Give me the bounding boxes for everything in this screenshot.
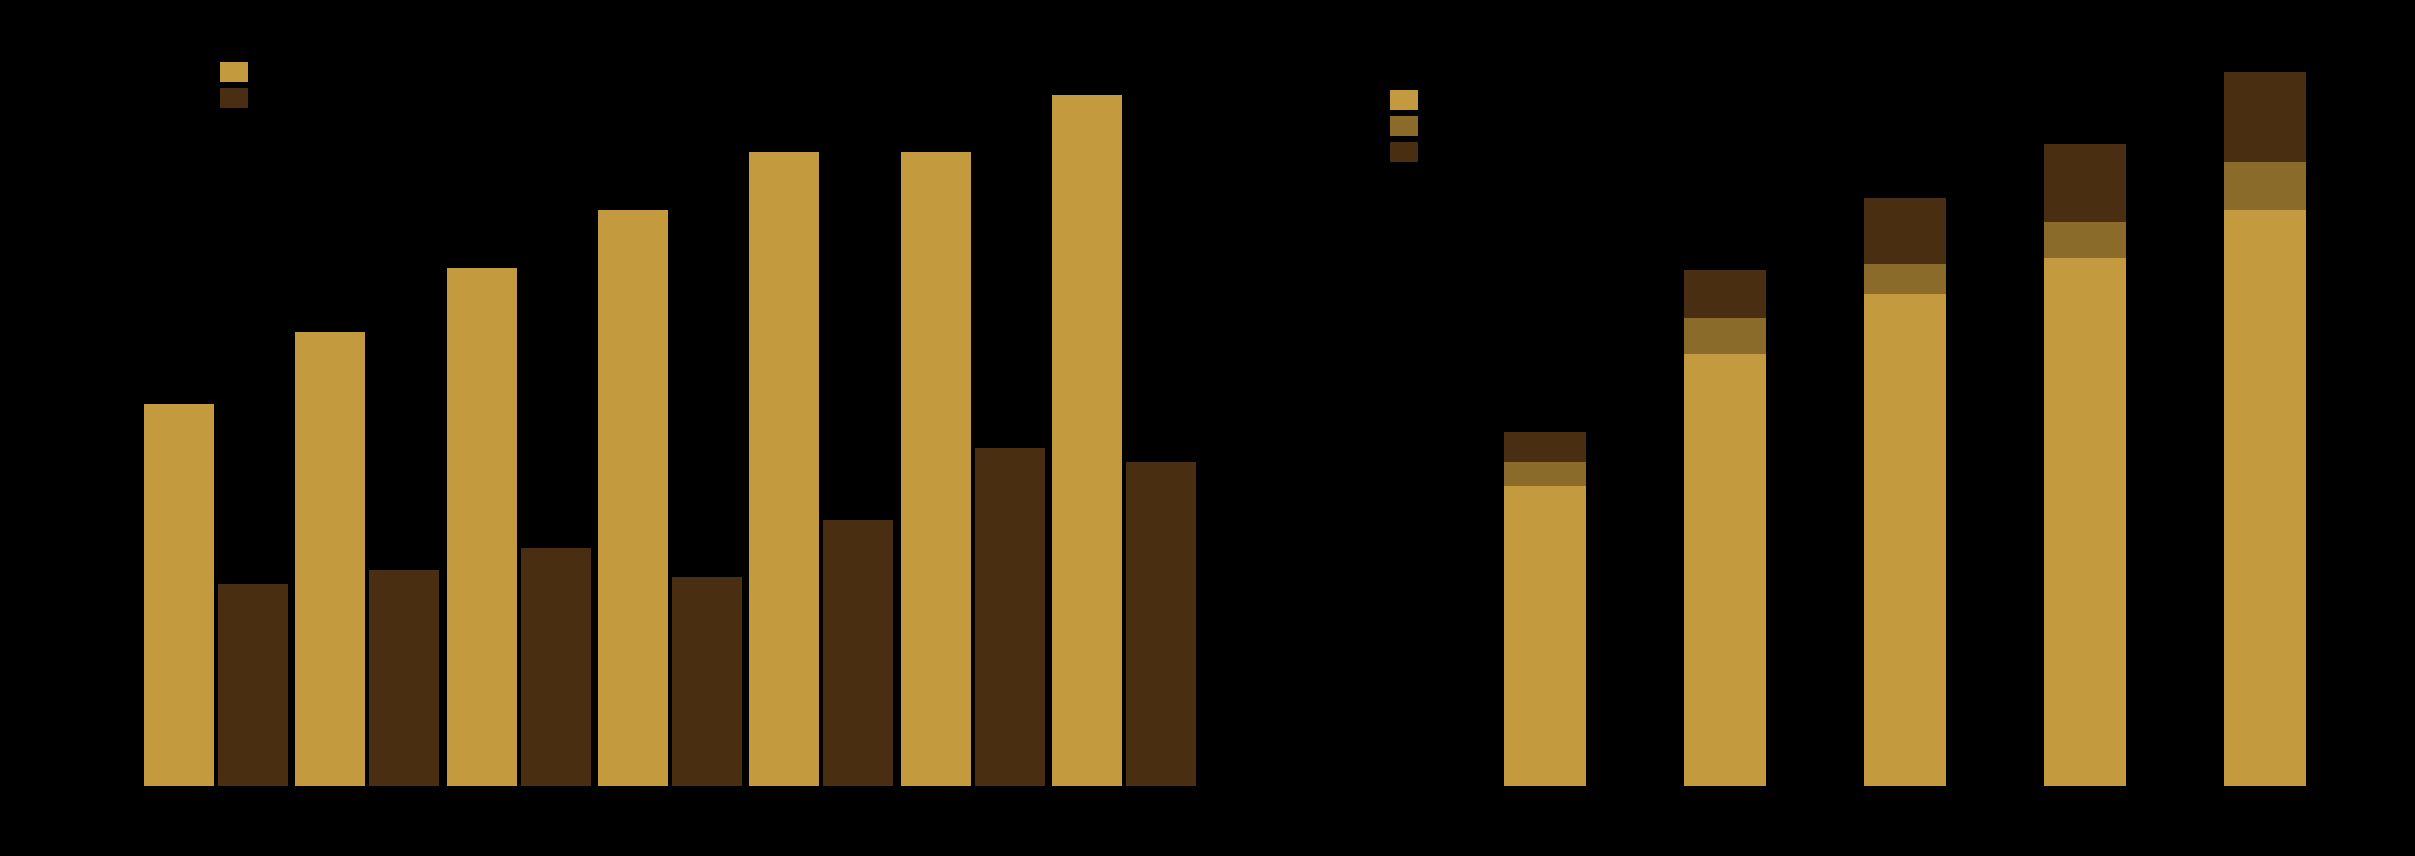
bar [447,268,517,786]
bar-group [749,152,893,786]
bar-segment [1864,198,1946,264]
bar-segment [1684,318,1766,354]
bar-stack [1684,270,1766,786]
bar [144,404,214,786]
bar-segment [2224,162,2306,210]
bar-group [447,268,591,786]
bar-segment [2044,144,2126,222]
bar-stack [2044,144,2126,786]
bar-segment [1684,354,1766,786]
bar [521,548,591,786]
bar-segment [1504,432,1586,462]
bar-group [295,332,439,786]
bar [369,570,439,786]
bar-segment [1864,294,1946,786]
bar-group [1052,95,1196,786]
bar [672,577,742,786]
legend-item [1390,116,1418,136]
bar [218,584,288,786]
bar-segment [2224,210,2306,786]
bar [823,520,893,786]
right-chart-plot [1455,66,2355,786]
bar-segment [2044,222,2126,258]
bar-stack [1864,198,1946,786]
bar-group [598,210,742,786]
legend-swatch [1390,142,1418,162]
bar [1126,462,1196,786]
bar [901,152,971,786]
bar-segment [2224,72,2306,162]
left-chart-plot [140,66,1200,786]
right-chart-legend [1390,90,1418,162]
left-chart-panel [0,0,1290,856]
left-chart-bars [140,66,1200,786]
legend-swatch [1390,116,1418,136]
legend-swatch [1390,90,1418,110]
bar-segment [1864,264,1946,294]
bar-group [901,152,1045,786]
right-chart-bars [1455,66,2355,786]
bar [598,210,668,786]
bar [1052,95,1122,786]
bar [749,152,819,786]
bar [975,448,1045,786]
bar-segment [2044,258,2126,786]
bar-segment [1504,486,1586,786]
legend-item [1390,90,1418,110]
panels [0,0,2415,856]
bar-stack [2224,72,2306,786]
legend-item [1390,142,1418,162]
bar-segment [1504,462,1586,486]
bar-stack [1504,432,1586,786]
right-chart-panel [1290,0,2415,856]
bar-segment [1684,270,1766,318]
bar-group [144,404,288,786]
bar [295,332,365,786]
